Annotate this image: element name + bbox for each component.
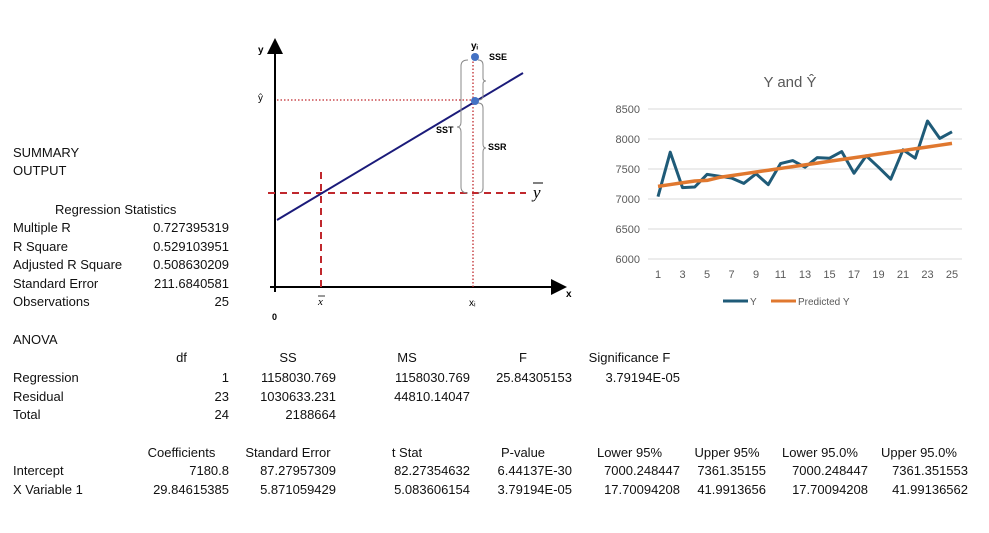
coefficients-row-label: Intercept bbox=[13, 463, 64, 478]
anova-cell: 44810.14047 bbox=[394, 388, 470, 404]
predicted-point bbox=[471, 97, 479, 105]
coefficients-header: Standard Error bbox=[245, 445, 331, 460]
coefficients-header: Lower 95.0% bbox=[782, 445, 858, 460]
coefficients-cell: 41.9913656 bbox=[697, 481, 766, 497]
anova-cell: 1030633.231 bbox=[260, 388, 336, 404]
coefficients-cell: 5.083606154 bbox=[394, 481, 470, 497]
stat-value: 0.508630209 bbox=[153, 257, 229, 272]
ssr-label: SSR bbox=[488, 142, 507, 152]
stat-label: Standard Error bbox=[13, 275, 99, 291]
coefficients-cell: 82.27354632 bbox=[394, 463, 470, 478]
stat-label: Observations bbox=[13, 294, 90, 309]
coefficients-cell: 6.44137E-30 bbox=[497, 463, 572, 478]
x-i-label: xᵢ bbox=[469, 298, 476, 309]
summary-title-line2: OUTPUT bbox=[13, 163, 67, 178]
anova-cell: 2188664 bbox=[285, 407, 336, 422]
coefficients-cell: 17.70094208 bbox=[604, 481, 680, 497]
anova-cell: 1158030.769 bbox=[261, 370, 336, 385]
anova-cell: 1158030.769 bbox=[395, 370, 470, 385]
y-hat-label: ŷ bbox=[258, 93, 263, 104]
regression-statistics-header: Regression Statistics bbox=[55, 202, 177, 217]
sst-brace bbox=[456, 59, 469, 194]
stat-value: 0.727395319 bbox=[153, 220, 229, 235]
sst-label: SST bbox=[436, 125, 454, 135]
x-axis-label: x bbox=[566, 289, 572, 300]
coefficients-cell: 29.84615385 bbox=[153, 481, 229, 497]
anova-cell: 24 bbox=[214, 407, 229, 422]
ssr-brace bbox=[477, 102, 487, 194]
coefficients-cell: 7361.35155 bbox=[697, 463, 766, 478]
coefficients-header: Lower 95% bbox=[596, 445, 663, 460]
y-axis-label: y bbox=[258, 45, 264, 56]
coefficients-cell: 5.871059429 bbox=[260, 481, 336, 497]
sse-brace bbox=[477, 59, 487, 101]
anova-cell: 3.79194E-05 bbox=[605, 370, 680, 385]
origin-label: 0 bbox=[272, 312, 277, 322]
anova-header: F bbox=[519, 350, 527, 365]
anova-header: MS bbox=[397, 350, 417, 365]
sse-label: SSE bbox=[489, 52, 507, 62]
anova-header: SS bbox=[279, 350, 297, 365]
coefficients-header: P-value bbox=[500, 445, 546, 460]
regression-line bbox=[276, 72, 524, 221]
stat-label: R Square bbox=[13, 238, 68, 254]
x-bar-label: x bbox=[317, 296, 323, 308]
coefficients-header: Upper 95.0% bbox=[881, 445, 957, 460]
coefficients-cell: 7361.351553 bbox=[892, 463, 968, 478]
coefficients-cell: 7000.248447 bbox=[604, 463, 680, 478]
coefficients-cell: 87.27957309 bbox=[260, 463, 336, 478]
anova-cell: 25.84305153 bbox=[496, 370, 572, 385]
anova-cell: 23 bbox=[214, 388, 229, 404]
coefficients-header: Upper 95% bbox=[694, 445, 760, 460]
coefficients-header: t Stat bbox=[391, 445, 423, 460]
stat-value: 211.6840581 bbox=[154, 275, 229, 291]
coefficients-cell: 17.70094208 bbox=[792, 481, 868, 497]
stat-label: Multiple R bbox=[13, 220, 71, 235]
coefficients-cell: 3.79194E-05 bbox=[497, 481, 572, 497]
coefficients-cell: 7000.248447 bbox=[792, 463, 868, 478]
summary-title-line1: SUMMARY bbox=[13, 145, 80, 160]
observed-point bbox=[471, 53, 479, 61]
stat-value: 0.529103951 bbox=[153, 238, 229, 254]
anova-row-label: Residual bbox=[13, 388, 64, 404]
coefficients-cell: 41.99136562 bbox=[892, 481, 968, 497]
stat-label: Adjusted R Square bbox=[13, 257, 123, 272]
anova-row-label: Total bbox=[13, 407, 41, 422]
coefficients-row-label: X Variable 1 bbox=[13, 481, 83, 497]
coefficients-header: Coefficients bbox=[147, 445, 216, 460]
coefficients-cell: 7180.8 bbox=[189, 463, 229, 478]
anova-header: df bbox=[176, 350, 187, 365]
stat-value: 25 bbox=[214, 294, 229, 309]
y-i-label: yᵢ bbox=[471, 41, 479, 52]
anova-cell: 1 bbox=[221, 370, 229, 385]
anova-title: ANOVA bbox=[13, 332, 58, 347]
y-bar-label: y bbox=[531, 183, 541, 202]
anova-row-label: Regression bbox=[13, 370, 79, 385]
anova-header: Significance F bbox=[588, 350, 671, 365]
